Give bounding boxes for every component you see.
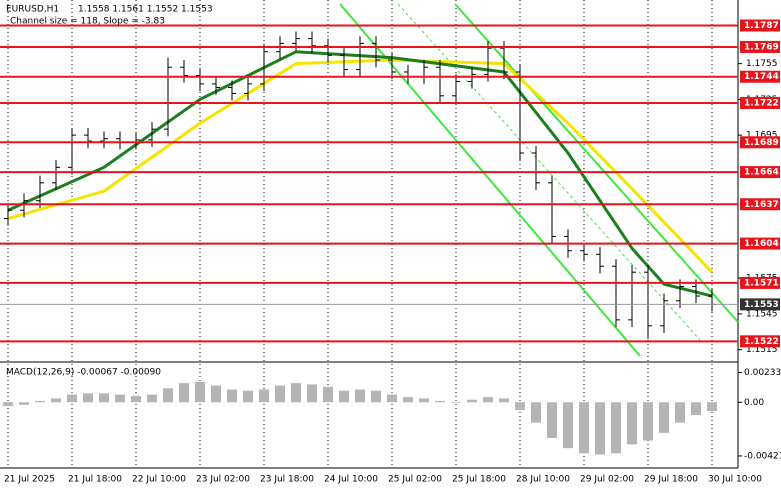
macd-bar — [707, 402, 717, 412]
level-label: 1.1769 — [744, 42, 779, 52]
plot: 1.1787 1.1769 1.1744 1.1722 1.1689 1.1664 1.16… — [0, 19, 780, 455]
macd-bar — [355, 389, 365, 403]
macd-bar — [195, 381, 205, 403]
macd-bar — [51, 398, 61, 403]
level-label: 1.1689 — [744, 138, 779, 148]
macd-bar — [35, 400, 45, 403]
macd-bar — [19, 402, 29, 405]
macd-bar — [371, 390, 381, 403]
level-label: 1.1571 — [744, 278, 779, 288]
macd-bar — [339, 390, 349, 403]
macd-bar — [611, 402, 621, 454]
macd-bar — [675, 402, 685, 423]
level-box — [740, 19, 780, 32]
level-label: 1.1664 — [744, 168, 779, 178]
level-box — [740, 40, 780, 53]
macd-bar — [579, 402, 589, 454]
y-tick-label: 1.1755 — [746, 59, 778, 69]
level-label: 1.1604 — [744, 239, 779, 249]
x-tick-label: 30 Jul 10:00 — [708, 475, 762, 485]
macd-bar — [547, 402, 557, 438]
channel-info: Channel size = 118, Slope = -3.83 — [10, 17, 165, 27]
macd-bar — [3, 402, 13, 407]
macd-bar — [323, 386, 333, 403]
macd-bar — [83, 393, 93, 403]
macd-bar — [659, 402, 669, 433]
macd-bar — [531, 402, 541, 423]
channel-line — [454, 3, 739, 323]
y-tick-label: 0.00 — [744, 398, 764, 408]
level-box — [740, 237, 780, 250]
macd-bar — [291, 383, 301, 403]
x-tick-label: 28 Jul 10:00 — [516, 475, 570, 485]
x-tick-label: 25 Jul 18:00 — [452, 475, 506, 485]
macd-bar — [67, 394, 77, 403]
macd-bar — [627, 402, 637, 445]
level-box — [740, 276, 780, 289]
x-tick-label: 25 Jul 02:00 — [388, 475, 442, 485]
level-box — [740, 136, 780, 149]
level-label: 1.1637 — [744, 200, 779, 210]
level-label: 1.1744 — [744, 72, 779, 82]
x-tick-label: 21 Jul 2025 — [4, 475, 55, 485]
macd-bar — [403, 397, 413, 403]
level-box — [740, 335, 780, 348]
macd-bar — [691, 402, 701, 415]
macd-bar — [147, 394, 157, 403]
macd-bar — [451, 402, 461, 403]
symbol: EURUSD,H1 — [6, 5, 59, 15]
level-label: 1.1722 — [744, 98, 779, 108]
macd-bar — [515, 402, 525, 410]
last-price-label: 1.1553 — [744, 300, 779, 310]
level-box — [740, 198, 780, 211]
level-box — [740, 166, 780, 179]
level-label: 1.1787 — [744, 21, 779, 31]
macd-bar — [563, 402, 573, 449]
y-tick-label: 0.00233 — [744, 368, 781, 378]
macd-bar — [307, 384, 317, 403]
x-tick-label: 23 Jul 02:00 — [196, 475, 250, 485]
macd-bar — [499, 398, 509, 403]
macd-title: MACD(12,26,9) -0.00067 -0.00090 — [6, 368, 161, 378]
x-tick-label: 23 Jul 18:00 — [260, 475, 314, 485]
y-tick-label: 1.1545 — [746, 309, 778, 319]
trend-channel — [339, 3, 739, 357]
y-tick-label: 1.1515 — [746, 345, 778, 355]
macd-bar — [387, 394, 397, 403]
x-tick-label: 22 Jul 10:00 — [132, 475, 186, 485]
macd-bar — [115, 394, 125, 403]
quote: 1.1558 1.1561 1.1552 1.1553 — [78, 5, 213, 15]
macd-bar — [595, 402, 605, 455]
macd-bar — [467, 399, 477, 403]
y-tick-label: 1.1695 — [746, 131, 778, 141]
x-tick-label: 21 Jul 18:00 — [68, 475, 122, 485]
level-label: 1.1522 — [744, 337, 779, 347]
macd-bar — [435, 400, 445, 403]
x-tick-label: 29 Jul 02:00 — [580, 475, 634, 485]
macd-bar — [211, 385, 221, 403]
macd-bar — [259, 389, 269, 403]
x-tick-label: 24 Jul 10:00 — [324, 475, 378, 485]
macd-bar — [163, 388, 173, 403]
level-box — [740, 70, 780, 83]
macd-bar — [643, 402, 653, 441]
macd-bar — [179, 383, 189, 403]
macd-bar — [275, 385, 285, 403]
macd-bar — [99, 393, 109, 403]
x-tick-label: 29 Jul 18:00 — [644, 475, 698, 485]
channel-line — [339, 3, 641, 357]
macd-bar — [227, 389, 237, 403]
y-tick-label: -0.00421 — [744, 451, 781, 461]
last-price-box — [740, 298, 780, 311]
macd-bar — [483, 397, 493, 403]
level-box — [740, 96, 780, 109]
macd-bar — [419, 398, 429, 403]
macd-bar — [243, 390, 253, 403]
macd-bar — [131, 395, 141, 403]
